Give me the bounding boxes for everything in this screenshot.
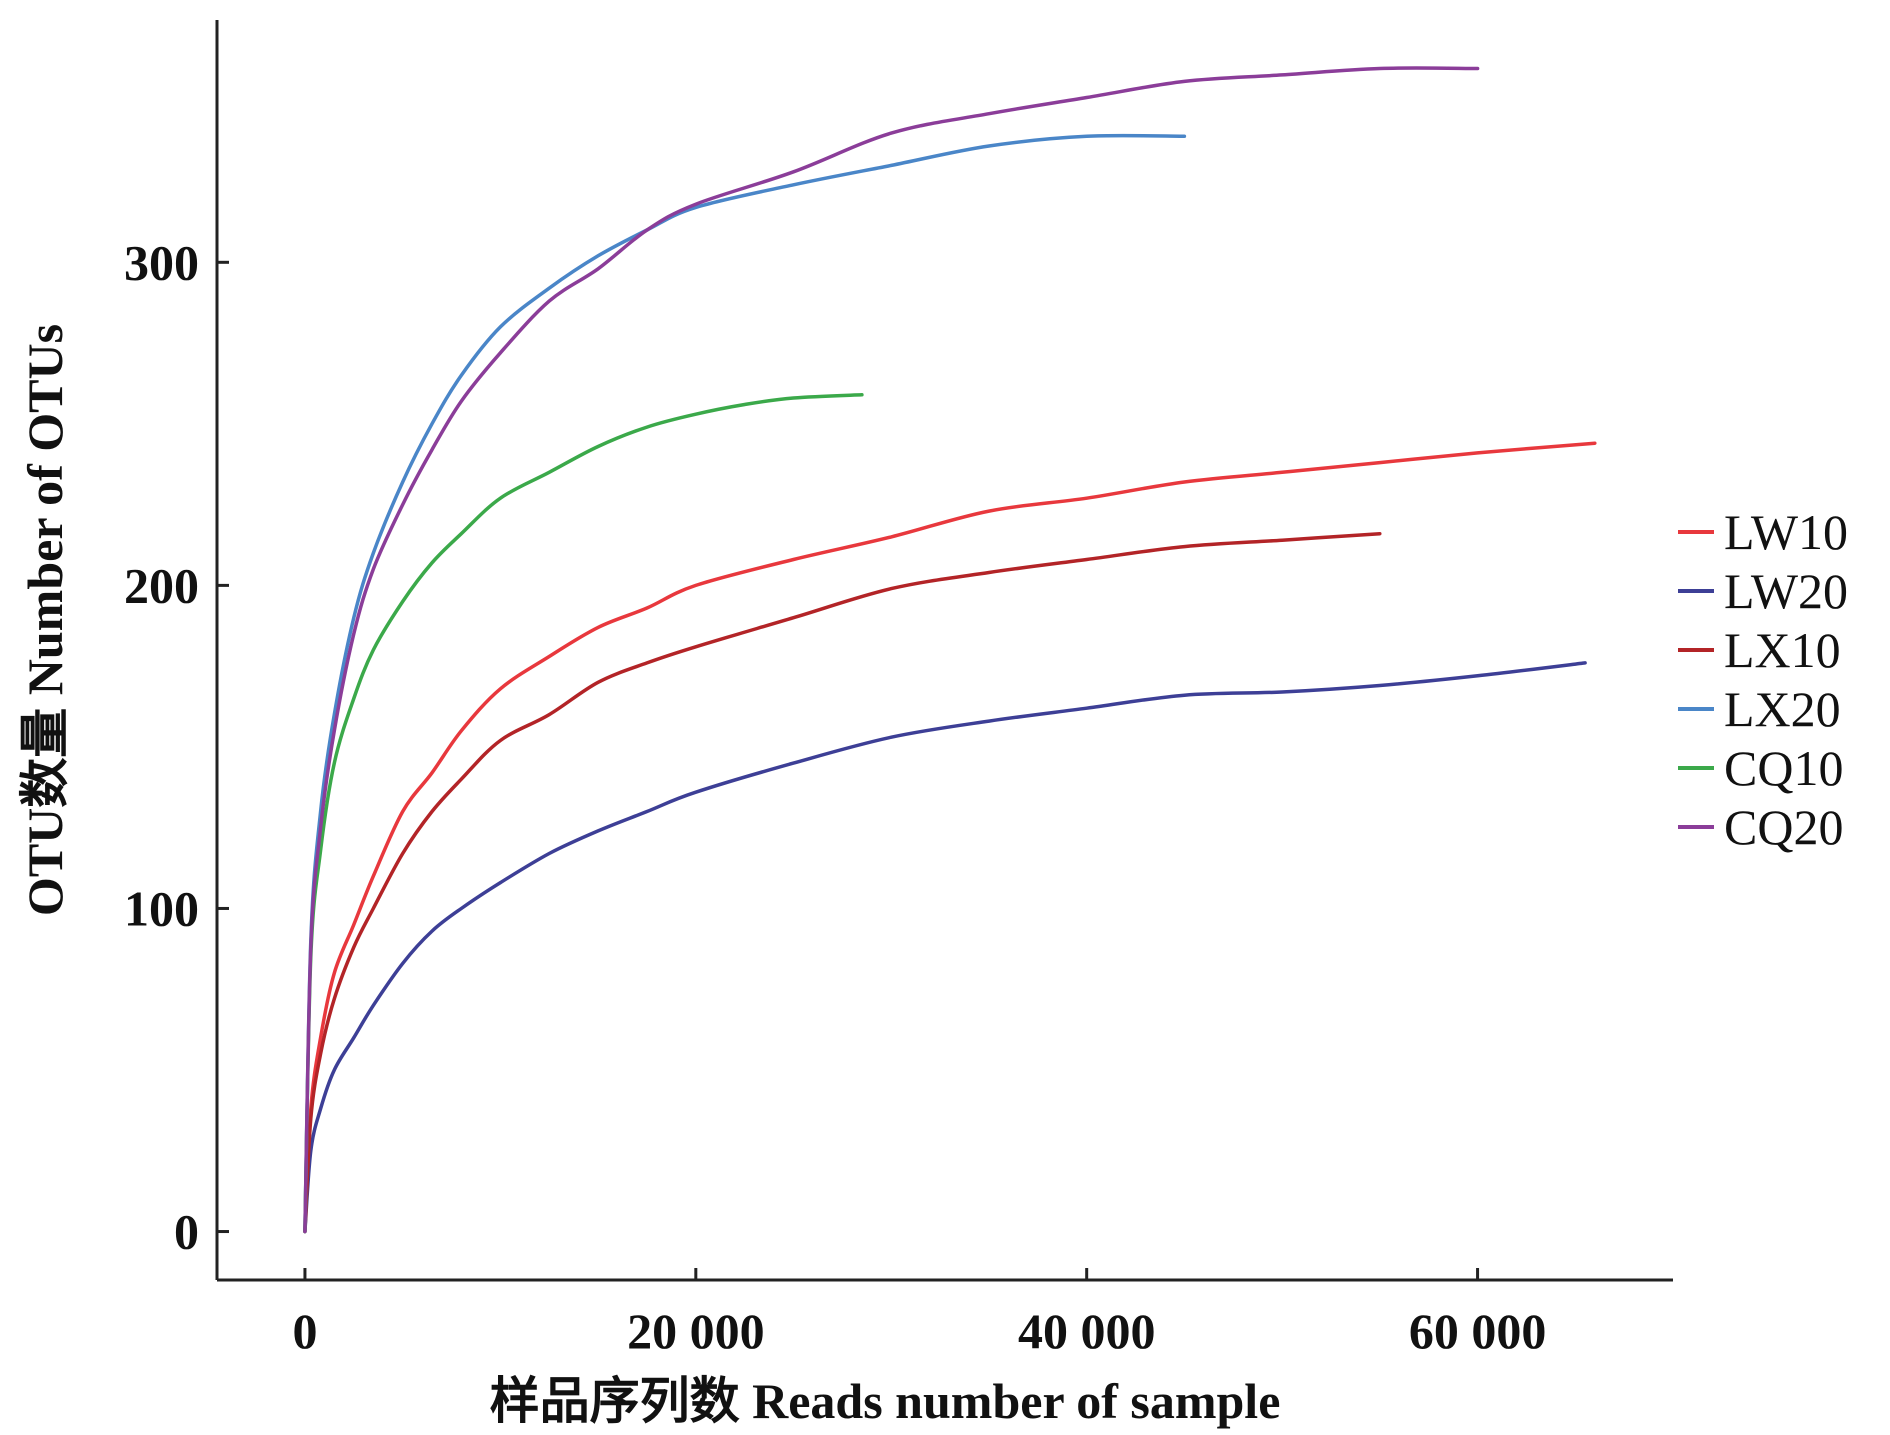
y-axis-title: OTU数量 Number of OTUs [17, 324, 73, 916]
legend-label-cq10: CQ10 [1724, 740, 1843, 796]
legend-label-lx20: LX20 [1724, 681, 1841, 737]
x-tick-label: 20 000 [627, 1303, 765, 1359]
y-ticks: 0 100 200 300 [124, 234, 229, 1260]
y-tick-label: 0 [174, 1204, 199, 1260]
series-line-lx20 [303, 133, 1187, 1234]
series-line-lw20 [303, 661, 1587, 1234]
x-ticks: 0 20 000 40 000 60 000 [292, 1268, 1546, 1359]
x-axis-title: 样品序列数 Reads number of sample [490, 1373, 1281, 1429]
y-tick-label: 300 [124, 234, 199, 290]
legend-label-lx10: LX10 [1724, 622, 1841, 678]
y-tick-label: 100 [124, 880, 199, 936]
series-line-cq20 [303, 66, 1480, 1234]
x-tick-label: 0 [292, 1303, 317, 1359]
legend-label-lw20: LW20 [1724, 563, 1848, 619]
legend-label-cq20: CQ20 [1724, 799, 1843, 855]
series-line-lx10 [303, 531, 1382, 1234]
y-tick-label: 200 [124, 557, 199, 613]
series-line-cq10 [303, 393, 864, 1234]
series-line-lw10 [303, 441, 1597, 1234]
axes [215, 20, 1673, 1282]
legend-label-lw10: LW10 [1724, 504, 1848, 560]
series-layer [303, 66, 1597, 1234]
x-tick-label: 40 000 [1018, 1303, 1156, 1359]
x-tick-label: 60 000 [1409, 1303, 1547, 1359]
